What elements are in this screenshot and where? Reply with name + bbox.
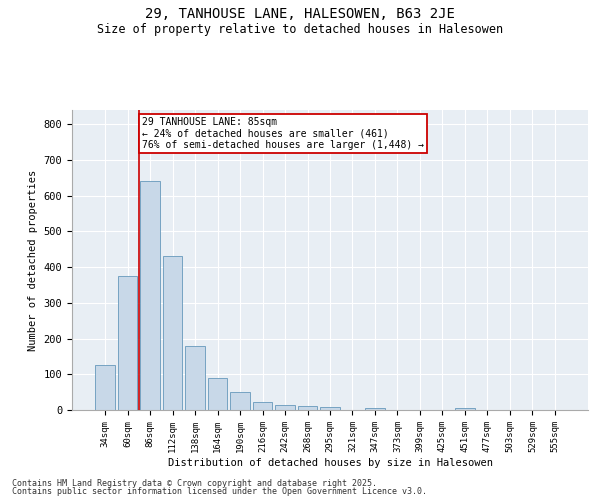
Bar [298,406,317,410]
Bar [275,404,295,410]
Bar [455,408,475,410]
X-axis label: Distribution of detached houses by size in Halesowen: Distribution of detached houses by size … [167,458,493,468]
Text: 29 TANHOUSE LANE: 85sqm
← 24% of detached houses are smaller (461)
76% of semi-d: 29 TANHOUSE LANE: 85sqm ← 24% of detache… [142,117,424,150]
Text: Size of property relative to detached houses in Halesowen: Size of property relative to detached ho… [97,22,503,36]
Text: Contains HM Land Registry data © Crown copyright and database right 2025.: Contains HM Land Registry data © Crown c… [12,478,377,488]
Bar [118,276,137,410]
Bar [230,392,250,410]
Y-axis label: Number of detached properties: Number of detached properties [28,170,38,350]
Bar [163,256,182,410]
Bar [365,408,385,410]
Bar [320,407,340,410]
Bar [95,366,115,410]
Bar [208,378,227,410]
Text: 29, TANHOUSE LANE, HALESOWEN, B63 2JE: 29, TANHOUSE LANE, HALESOWEN, B63 2JE [145,8,455,22]
Bar [253,402,272,410]
Bar [140,182,160,410]
Text: Contains public sector information licensed under the Open Government Licence v3: Contains public sector information licen… [12,487,427,496]
Bar [185,346,205,410]
